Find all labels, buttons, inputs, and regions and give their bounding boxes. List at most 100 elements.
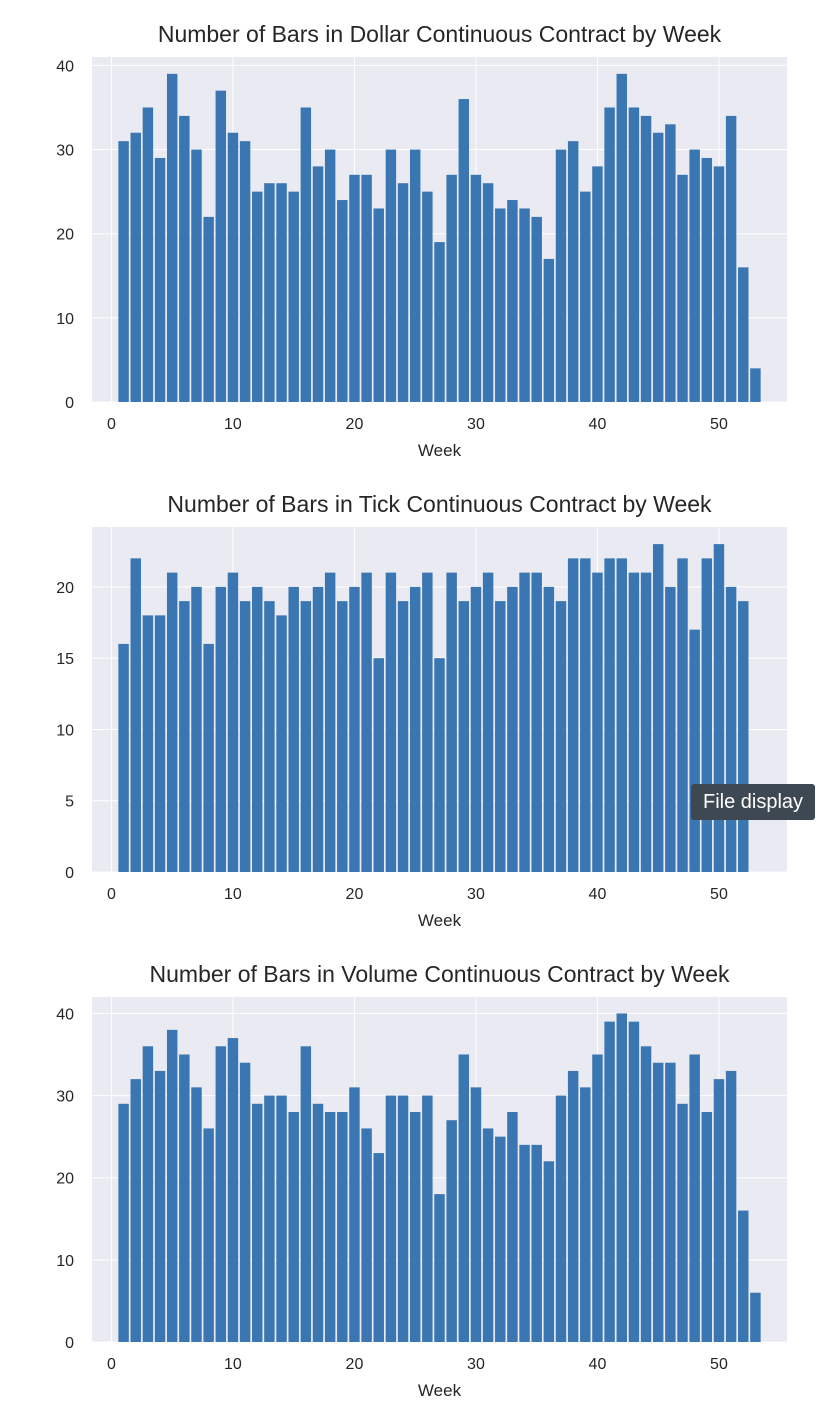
bar-week-1 xyxy=(118,141,128,402)
bar-week-12 xyxy=(252,192,262,402)
bar-week-19 xyxy=(337,200,347,402)
bar-week-18 xyxy=(325,1112,335,1342)
bar-week-3 xyxy=(143,107,153,402)
x-tick-label: 30 xyxy=(467,1356,485,1373)
bar-week-20 xyxy=(349,587,359,872)
chart-2: 0 10 20 30 40 50 0 5 10 15 20 Number of Bars in Tic… xyxy=(56,491,787,930)
bar-week-3 xyxy=(143,1046,153,1342)
bar-week-13 xyxy=(264,1096,274,1342)
bar-week-23 xyxy=(386,573,396,872)
bar-week-48 xyxy=(689,630,699,872)
bar-week-32 xyxy=(495,1137,505,1342)
bar-week-42 xyxy=(617,74,627,402)
bar-week-45 xyxy=(653,1063,663,1342)
bar-week-51 xyxy=(726,116,736,402)
bar-week-52 xyxy=(738,1211,748,1342)
chart-title: Number of Bars in Volume Continuous Cont… xyxy=(150,961,730,987)
bar-week-5 xyxy=(167,1030,177,1342)
x-tick-label: 20 xyxy=(346,416,364,433)
bar-week-29 xyxy=(459,601,469,872)
y-tick-label: 20 xyxy=(56,580,74,597)
y-tick-label: 0 xyxy=(65,395,74,412)
y-tick-label: 40 xyxy=(56,1006,74,1023)
bar-week-47 xyxy=(677,558,687,872)
bar-week-35 xyxy=(531,573,541,872)
bar-week-25 xyxy=(410,150,420,402)
x-axis-label: Week xyxy=(418,1381,462,1400)
bar-week-35 xyxy=(531,217,541,402)
bar-week-4 xyxy=(155,158,165,402)
bar-week-46 xyxy=(665,124,675,402)
bar-week-39 xyxy=(580,192,590,402)
x-tick-label: 30 xyxy=(467,886,485,903)
x-tick-label: 0 xyxy=(107,416,116,433)
bar-week-37 xyxy=(556,1096,566,1342)
bar-week-47 xyxy=(677,1104,687,1342)
bar-week-7 xyxy=(191,587,201,872)
bar-week-22 xyxy=(374,658,384,872)
bar-week-32 xyxy=(495,601,505,872)
bar-week-29 xyxy=(459,1055,469,1343)
bar-week-8 xyxy=(203,217,213,402)
x-axis-label: Week xyxy=(418,441,462,460)
x-tick-label: 10 xyxy=(224,416,242,433)
bar-week-11 xyxy=(240,1063,250,1342)
bar-week-6 xyxy=(179,1055,189,1343)
y-tick-label: 40 xyxy=(56,58,74,75)
bar-week-37 xyxy=(556,150,566,402)
bar-week-9 xyxy=(216,91,226,402)
bar-week-15 xyxy=(288,587,298,872)
y-tick-label: 20 xyxy=(56,1171,74,1188)
bar-week-24 xyxy=(398,601,408,872)
y-tick-label: 30 xyxy=(56,1089,74,1106)
bar-week-14 xyxy=(276,1096,286,1342)
y-tick-label: 0 xyxy=(65,1335,74,1352)
bar-week-19 xyxy=(337,1112,347,1342)
bar-week-36 xyxy=(544,1161,554,1342)
x-tick-label: 10 xyxy=(224,886,242,903)
bar-week-40 xyxy=(592,166,602,402)
bar-week-2 xyxy=(131,1079,141,1342)
x-tick-label: 50 xyxy=(710,1356,728,1373)
bar-week-23 xyxy=(386,150,396,402)
bar-week-14 xyxy=(276,615,286,872)
bar-week-1 xyxy=(118,644,128,872)
bar-week-30 xyxy=(471,587,481,872)
y-tick-label: 5 xyxy=(65,794,74,811)
bar-week-13 xyxy=(264,183,274,402)
bar-week-50 xyxy=(714,166,724,402)
bar-week-26 xyxy=(422,573,432,872)
bar-week-43 xyxy=(629,107,639,402)
bar-week-31 xyxy=(483,573,493,872)
bar-week-21 xyxy=(361,1128,371,1342)
x-tick-label: 30 xyxy=(467,416,485,433)
x-tick-label: 0 xyxy=(107,1356,116,1373)
y-tick-label: 10 xyxy=(56,722,74,739)
bar-week-12 xyxy=(252,587,262,872)
bar-week-38 xyxy=(568,1071,578,1342)
bar-week-33 xyxy=(507,1112,517,1342)
bar-week-2 xyxy=(131,133,141,402)
x-tick-label: 40 xyxy=(589,886,607,903)
bar-week-35 xyxy=(531,1145,541,1342)
bar-week-48 xyxy=(689,150,699,402)
bar-week-13 xyxy=(264,601,274,872)
bar-week-18 xyxy=(325,150,335,402)
bar-week-34 xyxy=(519,208,529,402)
bar-week-49 xyxy=(702,1112,712,1342)
bar-week-45 xyxy=(653,544,663,872)
bar-week-4 xyxy=(155,615,165,872)
bar-week-17 xyxy=(313,166,323,402)
bar-week-9 xyxy=(216,587,226,872)
bar-week-14 xyxy=(276,183,286,402)
y-tick-label: 20 xyxy=(56,227,74,244)
bar-week-6 xyxy=(179,601,189,872)
bar-week-27 xyxy=(434,1194,444,1342)
bar-week-15 xyxy=(288,192,298,402)
bar-week-5 xyxy=(167,573,177,872)
bar-week-44 xyxy=(641,116,651,402)
chart-title: Number of Bars in Dollar Continuous Cont… xyxy=(158,21,722,47)
bar-week-28 xyxy=(446,573,456,872)
y-tick-label: 30 xyxy=(56,143,74,160)
